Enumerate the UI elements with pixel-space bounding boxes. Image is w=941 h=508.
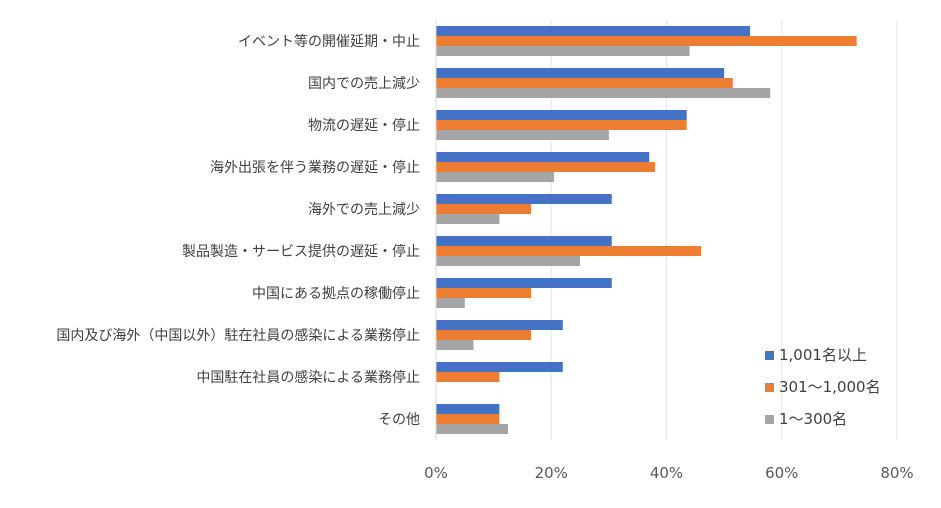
category-label: イベント等の開催延期・中止 [238,33,420,50]
bar [436,372,500,382]
legend-label: 301～1,000名 [779,378,881,396]
category-label: 国内での売上減少 [308,75,420,92]
bar [436,130,609,140]
x-tick-label: 40% [650,464,683,482]
bar [436,152,650,162]
category-labels: イベント等の開催延期・中止国内での売上減少物流の遅延・停止海外出張を伴う業務の遅… [56,33,420,428]
bar [436,424,509,434]
bar [436,288,532,298]
bar [436,172,555,182]
bar [436,256,581,266]
category-label: 製品製造・サービス提供の遅延・停止 [182,243,420,260]
category-label: 国内及び海外（中国以外）駐在社員の感染による業務停止 [56,327,420,344]
legend: 1,001名以上 301～1,000名 1～300名 [765,346,881,428]
bar [436,194,612,204]
legend-label: 1,001名以上 [779,346,867,364]
x-tick-label: 60% [765,464,798,482]
legend-swatch [765,351,774,360]
category-label: 海外出張を伴う業務の遅延・停止 [210,159,420,176]
x-tick-label: 0% [424,464,448,482]
bar [436,330,532,340]
category-label: 中国駐在社員の感染による業務停止 [196,369,420,386]
bar [436,214,500,224]
bar [436,404,500,414]
category-label: その他 [378,412,420,428]
bar [436,204,532,214]
bar [436,36,857,46]
bars [436,26,857,434]
bar [436,320,563,330]
category-label: 中国にある拠点の稼働停止 [252,285,420,302]
bar [436,362,563,372]
bar [436,78,733,88]
bar [436,298,465,308]
legend-swatch [765,415,774,424]
legend-label: 1～300名 [779,410,847,428]
category-label: 海外での売上減少 [308,201,420,218]
bar [436,110,687,120]
bar [436,46,690,56]
category-label: 物流の遅延・停止 [308,117,420,134]
bar [436,340,474,350]
bar [436,120,687,130]
bar [436,26,751,36]
bar [436,88,771,98]
x-tick-labels: 0% 20% 40% 60% 80% [424,464,914,482]
x-tick-label: 20% [535,464,568,482]
bar [436,414,500,424]
legend-swatch [765,383,774,392]
x-tick-label: 80% [880,464,913,482]
bar [436,68,725,78]
bar [436,246,702,256]
bar [436,278,612,288]
bar [436,162,655,172]
bar [436,236,612,246]
